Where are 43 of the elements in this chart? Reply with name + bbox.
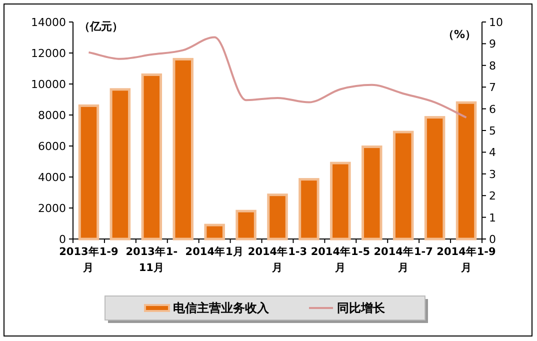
x-tick-label: 2014年1-5月 — [310, 245, 370, 274]
bar — [392, 130, 414, 240]
bar — [330, 162, 351, 240]
legend-label: 同比增长 — [337, 301, 386, 315]
bar — [78, 104, 100, 240]
y-tick-label: 2000 — [38, 202, 66, 215]
y-tick-label: 12000 — [31, 47, 66, 60]
x-tick-label: 2014年1-7月 — [374, 245, 433, 274]
y2-tick-label: 4 — [489, 146, 496, 160]
legend-label: 电信主营业务收入 — [173, 301, 270, 315]
y2-axis-title: （%） — [442, 28, 476, 41]
y2-tick-label: 5 — [489, 124, 496, 138]
y-tick-label: 14000 — [31, 16, 66, 29]
y2-tick-label: 2 — [489, 190, 496, 203]
x-tick-label: 2013年1-11月 — [126, 245, 178, 274]
bar — [424, 116, 446, 240]
y2-tick-label: 10 — [489, 16, 503, 29]
bar — [172, 58, 194, 240]
y2-tick-label: 1 — [489, 211, 496, 224]
y-axis-title: （亿元） — [79, 20, 123, 33]
y-tick-label: 10000 — [31, 78, 66, 91]
y2-tick-label: 9 — [489, 38, 496, 51]
bar — [456, 101, 477, 240]
bar — [110, 88, 131, 240]
y2-tick-label: 6 — [489, 102, 496, 116]
bar — [236, 210, 256, 240]
bar — [204, 224, 225, 240]
bar — [362, 146, 382, 240]
y2-tick-label: 7 — [489, 81, 496, 94]
y2-tick-label: 0 — [489, 233, 496, 246]
x-tick-label: 2014年1月 — [185, 245, 244, 258]
y-tick-label: 0 — [59, 233, 66, 246]
bar — [298, 178, 320, 240]
y-tick-label: 4000 — [38, 171, 66, 184]
bar — [267, 194, 288, 240]
y-tick-label: 6000 — [38, 140, 66, 153]
x-tick-label: 2013年1-9月 — [59, 245, 118, 274]
y2-tick-label: 8 — [489, 59, 496, 72]
bar — [141, 73, 162, 240]
y-tick-label: 8000 — [38, 109, 66, 122]
y2-tick-label: 3 — [489, 168, 496, 181]
x-tick-label: 2014年1-3月 — [248, 245, 308, 274]
x-tick-label: 2014年1-9月 — [436, 245, 496, 274]
